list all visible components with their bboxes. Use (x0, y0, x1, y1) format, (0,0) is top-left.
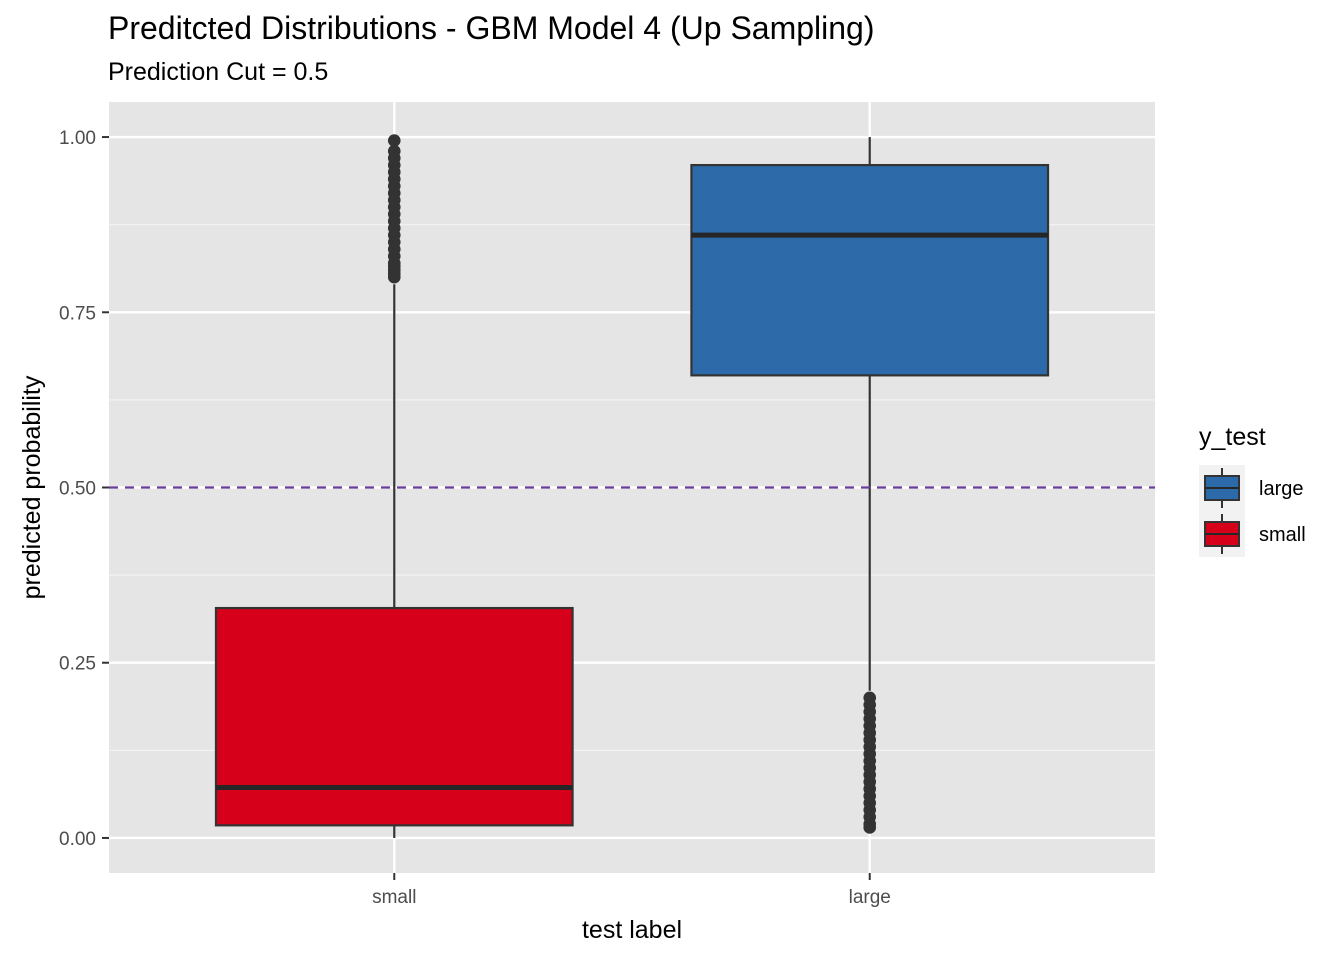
box-iqr (214, 606, 574, 827)
legend-label: small (1259, 524, 1306, 546)
boxes (214, 134, 1050, 838)
chart-subtitle: Prediction Cut = 0.5 (108, 58, 329, 86)
outlier-point (387, 134, 401, 147)
x-axis-title: test label (582, 916, 682, 944)
y-tick-label: 0.25 (59, 654, 96, 675)
x-axis: small large (372, 873, 891, 908)
chart-title: Preditcted Distributions - GBM Model 4 (… (108, 10, 875, 46)
x-tick-label: small (372, 887, 416, 908)
outlier-point (863, 691, 877, 705)
x-tick-label: large (849, 887, 891, 908)
outlier-point (387, 144, 401, 158)
box-large (690, 137, 1050, 834)
legend-label: large (1259, 478, 1303, 500)
y-tick-label: 0.50 (59, 479, 96, 500)
y-tick-label: 0.00 (59, 829, 96, 850)
legend-item-small: small (1199, 511, 1306, 557)
legend-title: y_test (1199, 423, 1266, 451)
legend-item-large: large (1199, 465, 1303, 511)
y-axis: 0.00 0.25 0.50 0.75 1.00 (59, 128, 109, 850)
y-axis-title: predicted probability (18, 375, 46, 599)
box-iqr (690, 163, 1050, 377)
y-tick-label: 0.75 (59, 303, 96, 324)
box-small (214, 134, 574, 838)
y-tick-label: 1.00 (59, 128, 96, 149)
